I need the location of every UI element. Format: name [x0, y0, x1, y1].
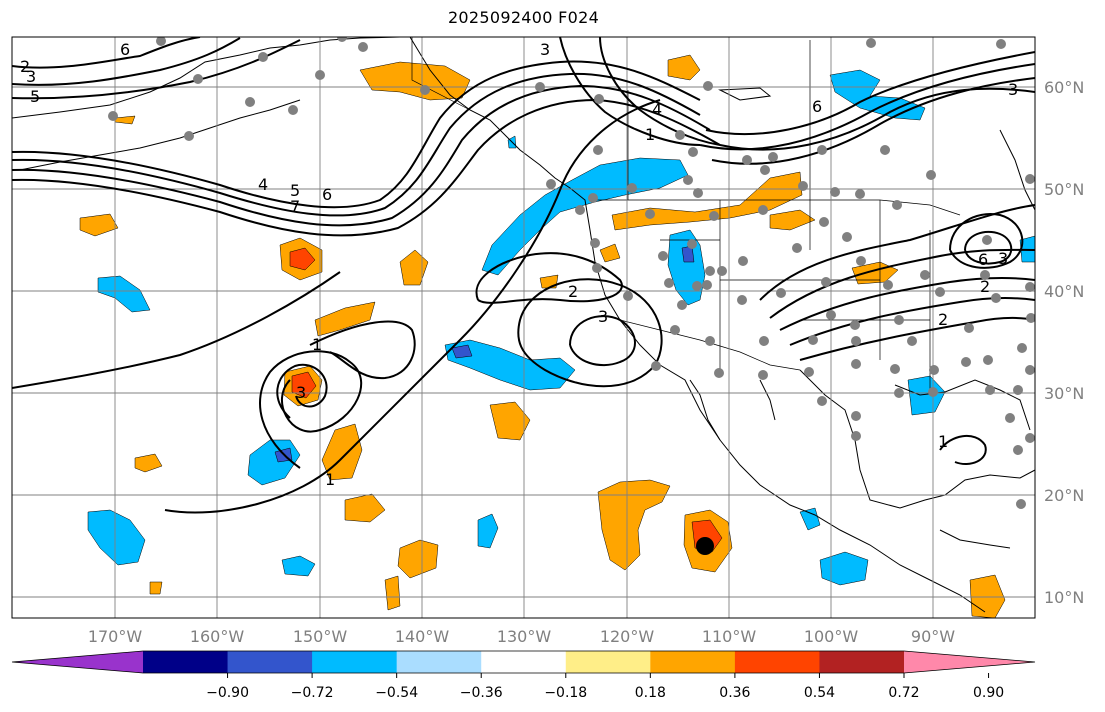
colorbar-extension-low: [12, 651, 143, 673]
contour-label: 7: [290, 197, 300, 216]
contour-label: 3: [1008, 80, 1018, 99]
colorbar-tick-label: −0.36: [460, 685, 503, 701]
lon-tick-label: 120°W: [600, 627, 655, 646]
colorbar-tick-label: 0.72: [888, 685, 919, 701]
lon-tick-label: 100°W: [804, 627, 859, 646]
contour-lines: [12, 37, 1035, 514]
contour-label: 6: [120, 40, 130, 59]
contour-label: 3: [540, 40, 550, 59]
contour-label: 2: [980, 277, 990, 296]
shaded-field: [79, 54, 1035, 618]
colorbar-segment: [143, 651, 229, 673]
colorbar-tick-label: 0.18: [635, 685, 666, 701]
contour-label: 2: [20, 57, 30, 76]
contour-label: 3: [998, 249, 1008, 268]
lat-tick-labels: 60°N 50°N 40°N 30°N 20°N 10°N: [1044, 78, 1084, 607]
colorbar-segment: [734, 651, 820, 673]
coastlines: [12, 37, 1035, 613]
contour-label: 4: [258, 175, 268, 194]
contour-label: 1: [312, 335, 322, 354]
colorbar-ticks: −0.90 −0.72 −0.54 −0.36 −0.18 0.18 0.36 0.54 0.7…: [206, 673, 1004, 701]
colorbar-segment: [819, 651, 905, 673]
colorbar-extension-high: [904, 651, 1035, 673]
contour-label: 5: [30, 87, 40, 106]
colorbar: [11, 650, 1036, 674]
lon-tick-label: 130°W: [497, 627, 552, 646]
contour-label: 1: [938, 432, 948, 451]
colorbar-segment: [481, 651, 567, 673]
station-markers: [108, 37, 1035, 509]
lon-tick-label: 110°W: [702, 627, 757, 646]
colorbar-segment: [396, 651, 482, 673]
lat-tick-label: 40°N: [1044, 282, 1084, 301]
center-marker: [696, 537, 714, 555]
lat-tick-label: 60°N: [1044, 78, 1084, 97]
colorbar-tick-label: 0.54: [804, 685, 835, 701]
colorbar-tick-label: 0.90: [973, 685, 1004, 701]
contour-label: 1: [645, 125, 655, 144]
contour-label: 2: [938, 310, 948, 329]
colorbar-outline: [11, 650, 1036, 674]
contour-label: 1: [325, 470, 335, 489]
lat-tick-label: 10°N: [1044, 588, 1084, 607]
lat-tick-label: 50°N: [1044, 180, 1084, 199]
lat-tick-label: 20°N: [1044, 486, 1084, 505]
colorbar-segment: [650, 651, 736, 673]
contour-label: 3: [26, 67, 36, 86]
contour-label: 6: [978, 250, 988, 269]
colorbar-segment: [227, 651, 313, 673]
lat-tick-label: 30°N: [1044, 384, 1084, 403]
graticule: [12, 37, 1035, 618]
lon-tick-label: 140°W: [395, 627, 450, 646]
contour-label: 3: [296, 383, 306, 402]
map-title: 2025092400 F024: [447, 8, 600, 27]
colorbar-tick-label: −0.54: [375, 685, 418, 701]
colorbar-tick-label: 0.36: [719, 685, 750, 701]
contour-label: 2: [568, 282, 578, 301]
contour-label: 6: [812, 97, 822, 116]
colorbar-tick-label: −0.90: [206, 685, 249, 701]
lon-tick-label: 170°W: [88, 627, 143, 646]
lon-tick-label: 150°W: [293, 627, 348, 646]
colorbar-tick-label: −0.18: [544, 685, 587, 701]
contour-label: 6: [322, 185, 332, 204]
colorbar-tick-label: −0.72: [291, 685, 334, 701]
contour-label: 3: [598, 307, 608, 326]
lon-tick-label: 90°W: [911, 627, 955, 646]
colorbar-segment: [312, 651, 398, 673]
contour-labels: 2 3 5 6 4 5 6 7 3 4 1 6 3 2 3 1 3 1 1 6 …: [20, 40, 1018, 489]
map-frame: [11, 36, 1036, 619]
colorbar-segment: [565, 651, 651, 673]
lon-tick-label: 160°W: [190, 627, 245, 646]
contour-label: 5: [290, 181, 300, 200]
lon-tick-labels: 170°W 160°W 150°W 140°W 130°W 120°W 110°…: [88, 627, 955, 646]
contour-label: 4: [652, 100, 662, 119]
